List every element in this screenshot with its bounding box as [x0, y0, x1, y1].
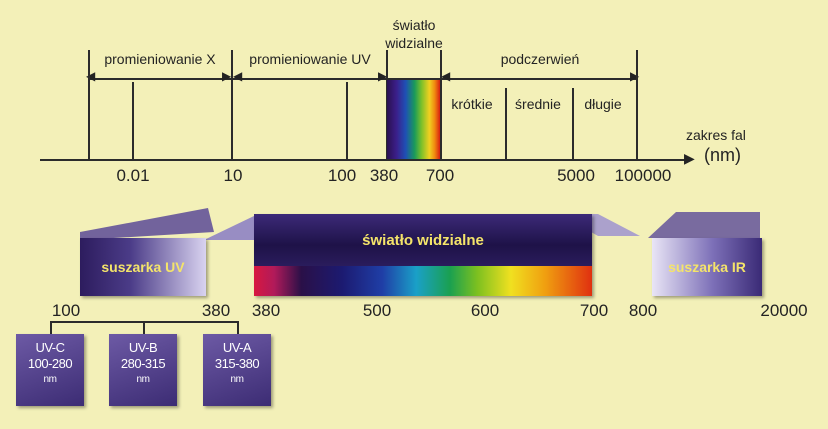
arrow-left-icon: ◀: [86, 69, 96, 83]
uv-tree-drop: [50, 321, 52, 334]
region-label-visible-1: światło: [392, 17, 436, 33]
uv-band-unit: nm: [136, 374, 150, 385]
tick-label: 100000: [614, 166, 672, 185]
uv-band-unit: nm: [230, 374, 244, 385]
band-tick-label: 600: [470, 301, 500, 320]
visible-spectrum-strip: [387, 80, 440, 160]
uv-band-range: 100-280: [27, 356, 73, 371]
visible-light-label: światło widzialne: [362, 231, 484, 249]
arrow-right-icon: ▶: [378, 69, 388, 83]
band-tick-label: 500: [362, 301, 392, 320]
region-label-xray: promieniowanie X: [104, 51, 216, 67]
uv-band-range: 315-380: [214, 356, 260, 371]
uv-band-range: 280-315: [120, 356, 166, 371]
uv-band-name: UV-C: [35, 340, 65, 355]
tick-label: 100: [327, 166, 357, 185]
uv-dryer-label: suszarka UV: [101, 259, 185, 275]
band-tick-label: 100: [51, 301, 81, 320]
wavelength-axis: [40, 159, 690, 161]
divider-line: [505, 88, 507, 160]
axis-label-line1: zakres fal: [686, 127, 746, 143]
uv-tree-drop: [237, 321, 239, 334]
axis-label-line2: (nm): [704, 145, 741, 165]
region-label-infrared: podczerwień: [500, 51, 580, 67]
visible-light-header: światło widzialne: [254, 214, 592, 266]
divider-line: [132, 82, 134, 160]
arrow-left-icon: ◀: [233, 69, 243, 83]
ir-connector: [648, 212, 760, 238]
tick-label: 0.01: [116, 166, 150, 185]
uv-band-box: UV-A 315-380 nm: [203, 334, 271, 406]
divider-line: [440, 50, 442, 160]
region-label-uv: promieniowanie UV: [249, 51, 371, 67]
tick-label: 10: [223, 166, 243, 185]
region-label-visible-2: widzialne: [385, 35, 443, 51]
ir-dryer-block: suszarka IR: [652, 238, 762, 296]
band-tick-label: 20000: [760, 301, 808, 320]
tick-label: 380: [369, 166, 399, 185]
region-bracket-line: [88, 78, 636, 80]
divider-line: [636, 50, 638, 160]
divider-line: [346, 82, 348, 160]
uv-visible-connector: [204, 214, 258, 240]
visible-light-block: światło widzialne: [254, 214, 592, 296]
ir-sub-medium: średnie: [515, 96, 561, 112]
ir-dryer-label: suszarka IR: [668, 259, 746, 275]
uv-band-unit: nm: [43, 374, 57, 385]
divider-line: [88, 50, 90, 160]
arrow-right-icon: ▶: [222, 69, 232, 83]
divider-line: [386, 50, 388, 160]
band-tick-label: 700: [579, 301, 609, 320]
uv-dryer-block: suszarka UV: [80, 238, 206, 296]
axis-arrow-icon: ▶: [684, 150, 695, 166]
uv-band-name: UV-B: [128, 340, 158, 355]
divider-line: [572, 88, 574, 160]
uv-band-box: UV-B 280-315 nm: [109, 334, 177, 406]
arrow-left-icon: ◀: [441, 69, 451, 83]
tick-label: 700: [425, 166, 455, 185]
uv-tree-drop: [143, 321, 145, 334]
tick-label: 5000: [557, 166, 595, 185]
ir-sub-short: krótkie: [451, 96, 493, 112]
band-tick-label: 800: [628, 301, 658, 320]
uv-connector: [80, 208, 214, 240]
band-tick-label: 380: [201, 301, 231, 320]
ir-sub-long: długie: [584, 96, 622, 112]
uv-band-name: UV-A: [222, 340, 252, 355]
band-tick-label: 380: [251, 301, 281, 320]
arrow-right-icon: ▶: [630, 69, 640, 83]
uv-band-box: UV-C 100-280 nm: [16, 334, 84, 406]
divider-line: [231, 50, 233, 160]
visible-spectrum-bar: [254, 266, 592, 296]
